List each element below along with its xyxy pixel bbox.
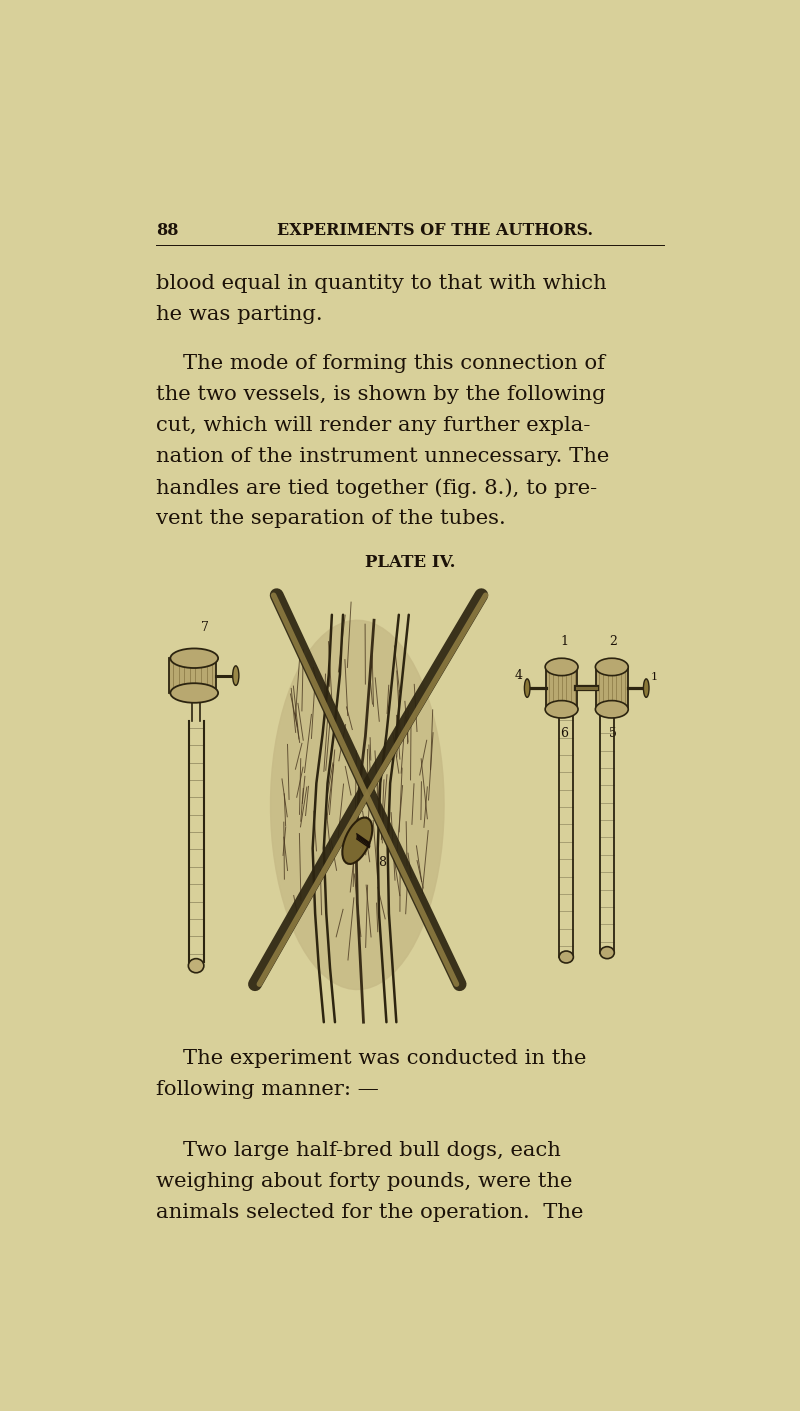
Ellipse shape	[170, 649, 218, 667]
Text: vent the separation of the tubes.: vent the separation of the tubes.	[156, 509, 506, 528]
Text: animals selected for the operation.  The: animals selected for the operation. The	[156, 1204, 583, 1222]
Ellipse shape	[545, 701, 578, 718]
Text: following manner: —: following manner: —	[156, 1079, 378, 1099]
Polygon shape	[546, 667, 578, 710]
Text: blood equal in quantity to that with which: blood equal in quantity to that with whi…	[156, 274, 606, 293]
Ellipse shape	[559, 951, 574, 962]
Text: 7: 7	[202, 621, 210, 635]
Text: 6: 6	[560, 727, 568, 739]
Ellipse shape	[595, 701, 628, 718]
Ellipse shape	[188, 958, 204, 972]
Text: the two vessels, is shown by the following: the two vessels, is shown by the followi…	[156, 385, 606, 405]
Text: The mode of forming this connection of: The mode of forming this connection of	[156, 354, 605, 374]
Ellipse shape	[600, 947, 614, 958]
Text: 2: 2	[610, 635, 618, 649]
Polygon shape	[596, 667, 628, 710]
Text: weighing about forty pounds, were the: weighing about forty pounds, were the	[156, 1173, 572, 1191]
Ellipse shape	[170, 683, 218, 703]
Polygon shape	[170, 658, 216, 693]
Text: 8: 8	[378, 856, 386, 869]
Text: 88: 88	[156, 222, 178, 238]
Text: EXPERIMENTS OF THE AUTHORS.: EXPERIMENTS OF THE AUTHORS.	[277, 222, 593, 238]
Ellipse shape	[233, 666, 239, 686]
Ellipse shape	[545, 658, 578, 676]
Ellipse shape	[643, 679, 649, 697]
Text: cut, which will render any further expla-: cut, which will render any further expla…	[156, 416, 590, 436]
Text: The experiment was conducted in the: The experiment was conducted in the	[156, 1048, 586, 1068]
Polygon shape	[270, 621, 444, 989]
Text: Two large half-bred bull dogs, each: Two large half-bred bull dogs, each	[156, 1141, 561, 1160]
Ellipse shape	[524, 679, 530, 697]
Text: nation of the instrument unnecessary. The: nation of the instrument unnecessary. Th…	[156, 447, 609, 466]
Text: handles are tied together (fig. 8.), to pre-: handles are tied together (fig. 8.), to …	[156, 478, 597, 498]
Ellipse shape	[595, 658, 628, 676]
Text: he was parting.: he was parting.	[156, 305, 322, 325]
Text: 4: 4	[514, 669, 522, 682]
Text: 5: 5	[610, 727, 618, 739]
Text: PLATE IV.: PLATE IV.	[365, 555, 455, 571]
Text: 1: 1	[560, 635, 568, 649]
Text: 1: 1	[650, 672, 658, 683]
Ellipse shape	[342, 817, 372, 864]
